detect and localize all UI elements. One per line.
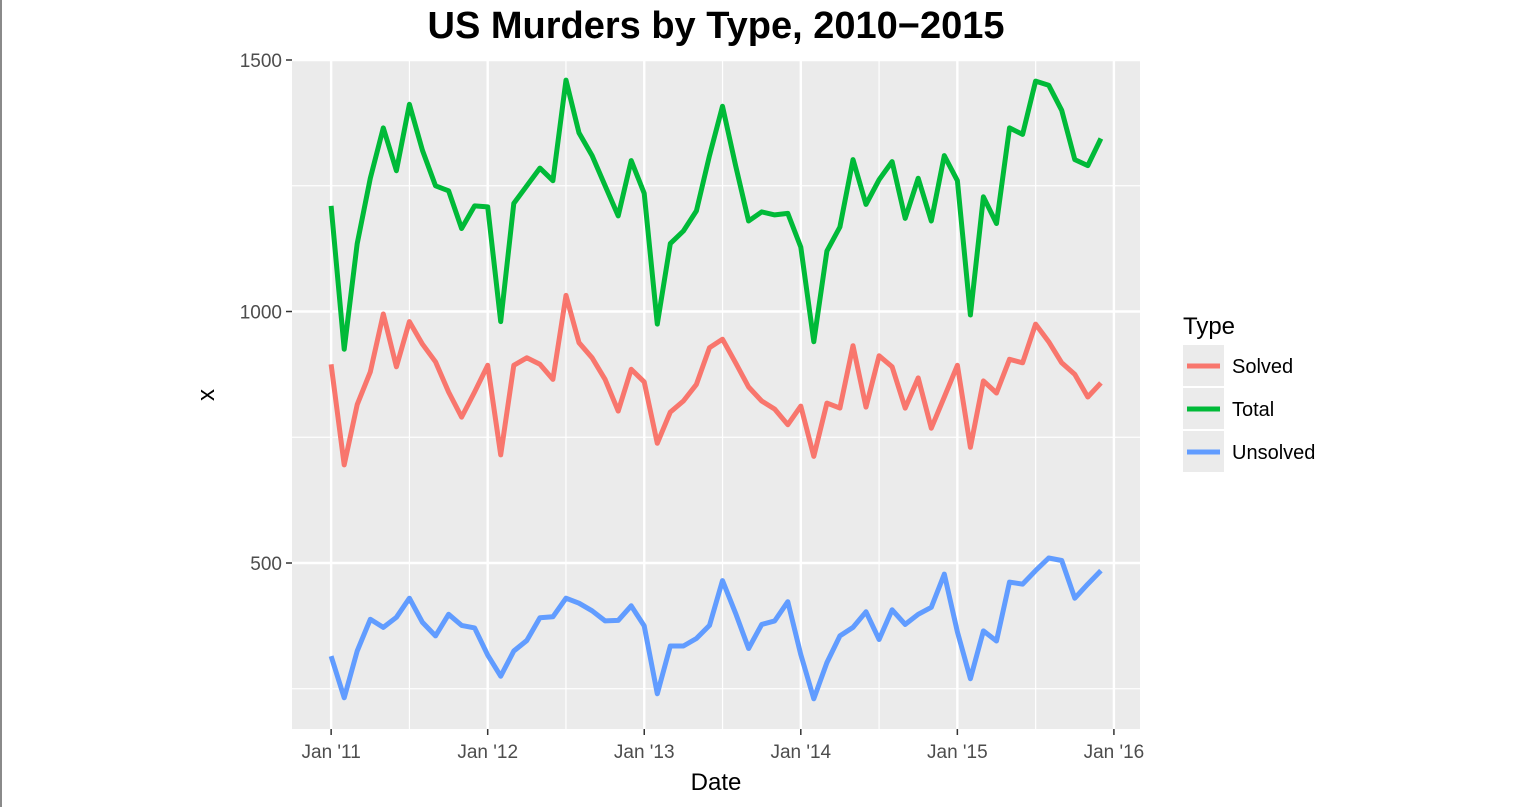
legend-label-total: Total [1232, 399, 1274, 421]
plot-panel [292, 60, 1140, 729]
legend-title: Type [1183, 313, 1235, 340]
y-tick-label: 1500 [240, 51, 282, 72]
x-tick-label: Jan '15 [927, 742, 988, 763]
series-lines [328, 77, 1104, 702]
legend-label-solved: Solved [1232, 356, 1293, 378]
left-border [0, 0, 2, 807]
y-tick-label: 500 [250, 554, 282, 575]
x-tick-label: Jan '16 [1084, 742, 1145, 763]
y-tick-label: 1000 [240, 303, 282, 324]
series-line-total [328, 77, 1104, 352]
legend: Type Solved Total Unsolved [1183, 313, 1315, 472]
legend-key-total [1183, 388, 1224, 429]
gridlines [292, 58, 1140, 729]
x-axis-title: Date [691, 769, 742, 796]
x-tick-label: Jan '12 [457, 742, 518, 763]
legend-label-unsolved: Unsolved [1232, 442, 1315, 464]
x-tick-label: Jan '14 [770, 742, 831, 763]
x-tick-label: Jan '13 [614, 742, 675, 763]
axis-ticks: 500 1000 1500 Jan '11 Jan '12 Jan '13 Jan '14 J… [240, 51, 1145, 763]
chart-title: US Murders by Type, 2010−2015 [428, 5, 1005, 47]
legend-key-unsolved [1183, 431, 1224, 472]
x-tick-label: Jan '11 [302, 742, 361, 763]
legend-key-solved [1183, 345, 1224, 386]
y-axis-title: x [193, 389, 220, 401]
series-line-unsolved [328, 555, 1103, 702]
series-line-solved [328, 292, 1103, 468]
